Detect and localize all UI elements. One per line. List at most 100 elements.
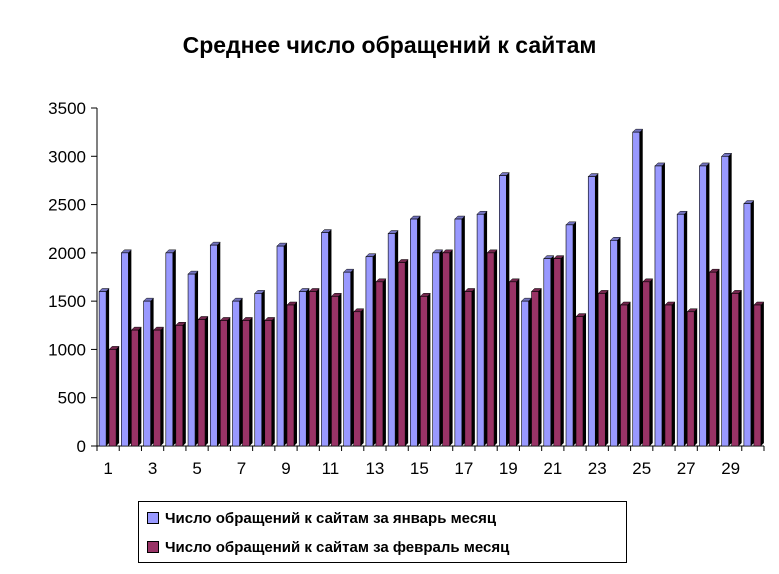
bar-front	[143, 300, 151, 447]
bar-february-24	[619, 301, 632, 447]
bar-front	[175, 324, 184, 447]
bar-side	[538, 288, 542, 446]
x-tick-label: 11	[322, 459, 340, 478]
bar-side	[706, 162, 710, 446]
bar-front	[743, 203, 752, 447]
bar-february-6	[219, 317, 231, 447]
y-tick-label: 1000	[48, 340, 86, 359]
bar-side	[750, 200, 754, 446]
bar-side	[306, 288, 310, 446]
bar-january-14	[387, 230, 399, 447]
bar-january-22	[565, 221, 577, 447]
bar-front	[321, 232, 329, 447]
bar-february-13	[375, 278, 387, 447]
bar-february-14	[397, 259, 409, 447]
bar-february-2	[130, 326, 142, 447]
bar-front	[575, 316, 584, 447]
bar-front	[331, 296, 339, 447]
bar-january-1	[98, 288, 110, 447]
y-tick-label: 0	[77, 437, 86, 456]
bar-february-11	[330, 293, 343, 447]
bar-february-16	[442, 249, 454, 447]
bar-front	[521, 300, 529, 447]
bar-front	[219, 320, 228, 447]
bar-february-26	[664, 301, 676, 447]
bar-front	[632, 131, 641, 447]
bar-side	[249, 317, 253, 446]
x-tick-label: 17	[454, 459, 473, 478]
bar-front	[242, 320, 250, 447]
x-tick-label: 21	[543, 459, 562, 478]
bar-february-10	[308, 288, 320, 447]
bar-side	[560, 255, 564, 446]
bar-side	[728, 153, 732, 447]
bar-february-30	[753, 301, 765, 447]
bar-side	[716, 269, 720, 446]
bar-february-23	[597, 290, 609, 447]
bar-front	[410, 218, 418, 447]
y-axis: 0 500 1000 1500 2000 2500 3000 3500	[48, 99, 98, 456]
bar-front	[308, 291, 317, 447]
bar-side	[573, 221, 577, 446]
bar-side	[661, 162, 665, 446]
bar-front	[232, 300, 240, 447]
bar-side	[516, 278, 520, 446]
bar-january-24	[609, 237, 622, 447]
bar-january-25	[632, 128, 644, 447]
bar-side	[172, 249, 176, 446]
bar-january-29	[721, 153, 733, 447]
bar-front	[531, 291, 539, 447]
bar-side	[138, 327, 142, 446]
bar-front	[454, 218, 463, 447]
bar-side	[627, 302, 631, 446]
bar-side	[283, 243, 287, 446]
bar-side	[182, 322, 186, 446]
x-tick-label: 7	[237, 459, 246, 478]
x-tick-label: 3	[148, 459, 157, 478]
bar-february-27	[686, 308, 698, 447]
bar-front	[476, 213, 485, 447]
bar-side	[461, 216, 465, 446]
bar-side	[484, 211, 488, 446]
bar-side	[271, 317, 275, 446]
bar-front	[499, 175, 507, 447]
bar-side	[506, 172, 510, 446]
bar-february-7	[241, 317, 254, 447]
y-tick-label: 2000	[48, 244, 86, 263]
bar-front	[264, 320, 273, 447]
bar-february-22	[575, 313, 587, 447]
bar-side	[395, 230, 399, 446]
x-axis: 1 3 5 7 9 11 13 15 17 19 21 23 25 27 29	[96, 445, 765, 478]
bar-february-8	[264, 317, 276, 447]
bar-front	[187, 273, 196, 447]
bar-january-3	[142, 297, 155, 447]
bar-front	[676, 213, 685, 447]
bar-front	[286, 304, 295, 447]
bar-january-10	[298, 288, 310, 447]
bar-side	[417, 216, 421, 446]
bar-front	[620, 304, 628, 447]
bar-front	[197, 319, 206, 447]
bar-front	[654, 165, 663, 447]
bar-february-28	[708, 268, 721, 447]
bar-february-25	[642, 278, 654, 447]
x-tick-label: 19	[499, 459, 518, 478]
bar-front	[587, 176, 596, 447]
bar-january-20	[520, 297, 533, 447]
bar-february-29	[731, 290, 743, 447]
bar-february-17	[464, 288, 476, 447]
legend-label-january: Число обращений к сайтам за январь месяц	[165, 509, 497, 527]
x-tick-label: 23	[588, 459, 607, 478]
bar-front	[442, 252, 450, 447]
bar-january-18	[476, 210, 488, 447]
bar-side	[239, 298, 243, 446]
bar-january-27	[676, 210, 688, 447]
bar-february-20	[530, 288, 543, 447]
bar-front	[432, 252, 440, 447]
bar-front	[610, 240, 618, 447]
bar-january-21	[543, 255, 555, 447]
bar-side	[449, 249, 453, 446]
bar-front	[397, 262, 406, 447]
bar-front	[209, 244, 218, 447]
bar-february-3	[152, 326, 165, 447]
